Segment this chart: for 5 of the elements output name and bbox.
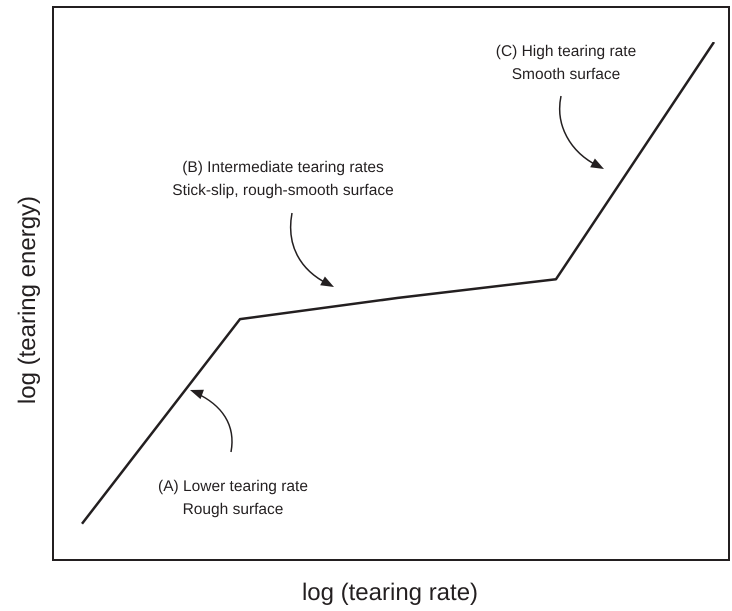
y-axis-title: log (tearing energy): [14, 196, 41, 404]
annotation: (C) High tearing rate Smooth surface: [496, 43, 636, 83]
annotation: (A) Lower tearing rate Rough surface: [158, 478, 308, 518]
annotation: (B) Intermediate tearing rates Stick-slip, rough-smooth surface: [172, 159, 394, 199]
x-axis-title: log (tearing rate): [302, 579, 478, 606]
